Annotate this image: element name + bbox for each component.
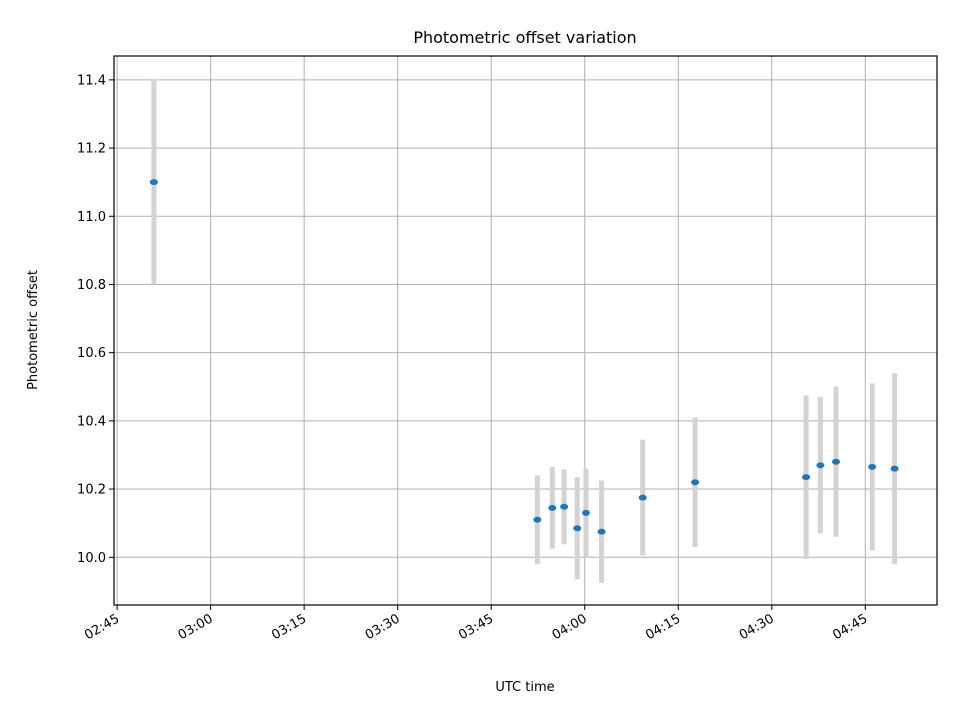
data-point	[816, 462, 825, 469]
y-tick-label: 11.0	[77, 210, 106, 225]
data-point	[831, 458, 840, 465]
x-tick-label: 04:00	[550, 611, 590, 643]
plot-frame	[113, 55, 938, 606]
data-point	[638, 494, 647, 501]
y-tick-label: 10.4	[77, 414, 106, 429]
data-point	[868, 463, 877, 470]
x-tick-label: 04:30	[737, 611, 777, 643]
data-point	[149, 179, 158, 186]
x-tick-label: 03:00	[176, 611, 216, 643]
y-axis-label: Photometric offset	[26, 270, 41, 390]
y-tick-label: 10.8	[77, 278, 106, 293]
data-point	[533, 516, 542, 523]
data-point	[548, 504, 557, 511]
data-point	[890, 465, 899, 472]
x-tick-label: 04:45	[830, 611, 870, 643]
y-tick-label: 10.0	[77, 551, 106, 566]
y-tick-label: 10.6	[77, 346, 106, 361]
x-tick-label: 02:45	[82, 611, 122, 643]
x-tick-label: 03:45	[456, 611, 496, 643]
y-tick-label: 10.2	[77, 483, 106, 498]
data-point	[802, 474, 811, 481]
data-point	[691, 479, 700, 486]
x-tick-label: 03:30	[363, 611, 403, 643]
data-point	[597, 528, 606, 535]
x-axis-label: UTC time	[495, 680, 554, 695]
y-tick-label: 11.2	[77, 142, 106, 157]
data-layer	[149, 79, 899, 583]
x-tick-label: 04:15	[643, 611, 683, 643]
grid	[114, 56, 937, 605]
data-point	[560, 503, 569, 510]
chart-title: Photometric offset variation	[413, 28, 636, 47]
x-tick-label: 03:15	[269, 611, 309, 643]
y-tick-label: 11.4	[77, 73, 106, 88]
data-point	[581, 509, 590, 516]
data-point	[573, 525, 582, 532]
